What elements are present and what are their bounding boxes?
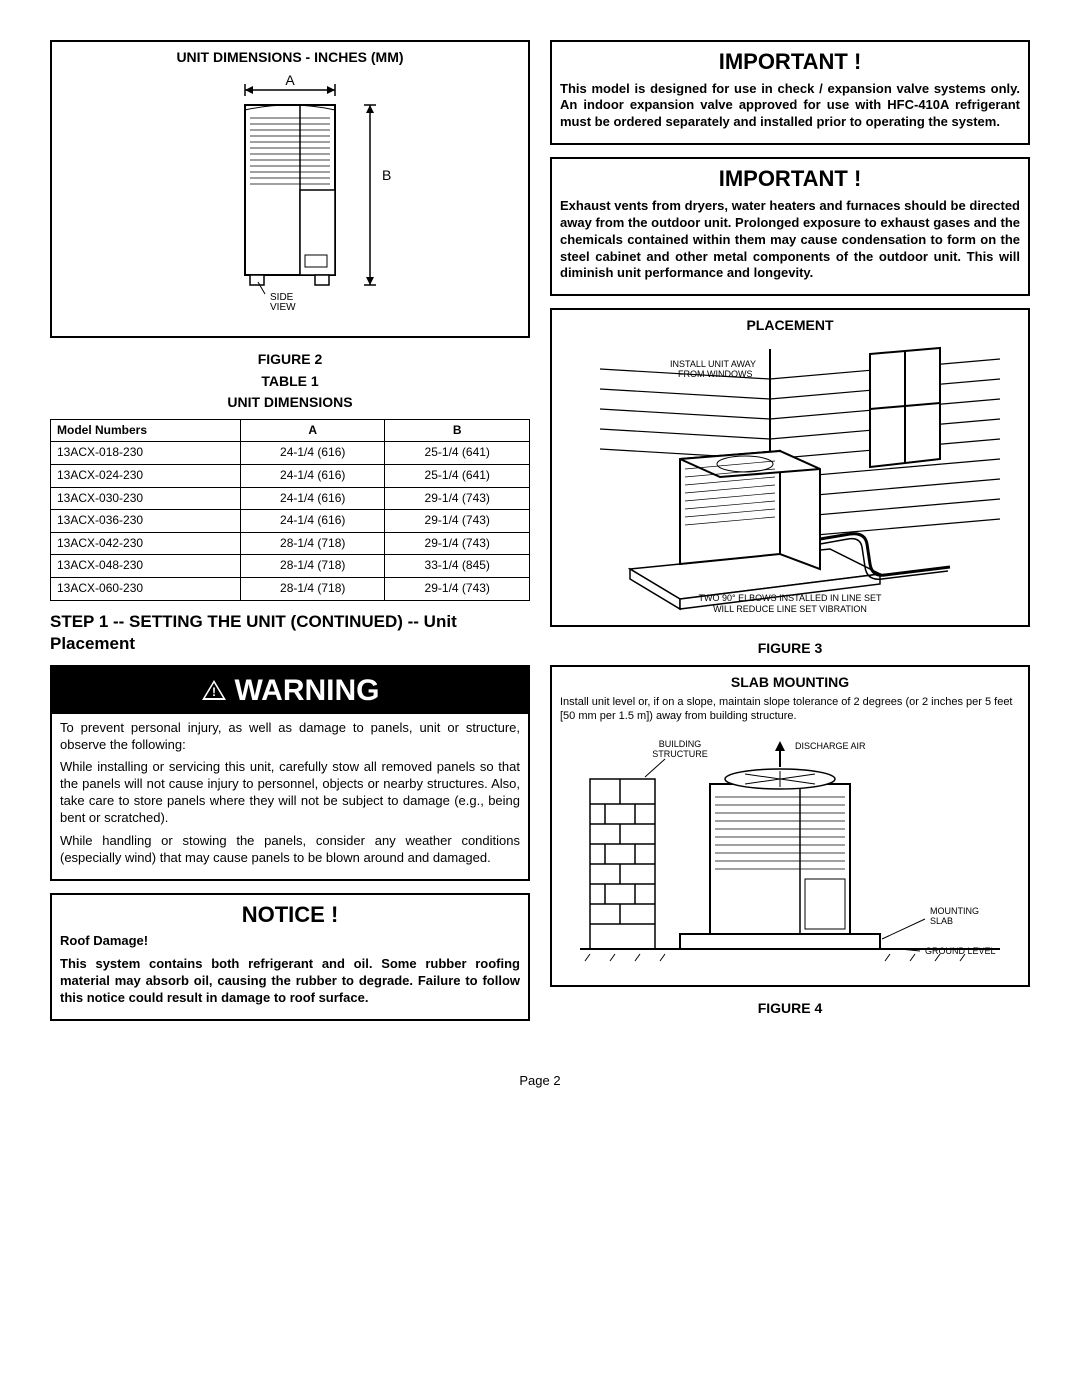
- warning-box: ! WARNING To prevent personal injury, as…: [50, 665, 530, 881]
- svg-text:TWO 90° ELBOWS INSTALLED IN LI: TWO 90° ELBOWS INSTALLED IN LINE SET: [699, 593, 882, 603]
- svg-text:BUILDING: BUILDING: [659, 739, 702, 749]
- right-column: IMPORTANT ! This model is designed for u…: [550, 40, 1030, 1033]
- table-row: 13ACX-036-23024-1/4 (616)29-1/4 (743): [51, 510, 530, 533]
- table-row: 13ACX-024-23024-1/4 (616)25-1/4 (641): [51, 464, 530, 487]
- fig2-caption: FIGURE 2: [50, 350, 530, 368]
- th-a: A: [240, 419, 385, 442]
- fig2-label-b: B: [382, 167, 391, 183]
- fig4-intro: Install unit level or, if on a slope, ma…: [560, 695, 1020, 724]
- left-column: UNIT DIMENSIONS - INCHES (MM) A: [50, 40, 530, 1033]
- notice-body: This system contains both refrigerant an…: [60, 956, 520, 1007]
- svg-text:STRUCTURE: STRUCTURE: [652, 749, 708, 759]
- fig2-title: UNIT DIMENSIONS - INCHES (MM): [60, 48, 520, 66]
- fig4-box: SLAB MOUNTING Install unit level or, if …: [550, 665, 1030, 988]
- fig2-label-a: A: [285, 72, 295, 88]
- important1-body: This model is designed for use in check …: [560, 81, 1020, 132]
- fig3-title: PLACEMENT: [560, 316, 1020, 334]
- notice-sub: Roof Damage!: [60, 933, 520, 950]
- table-header-row: Model Numbers A B: [51, 419, 530, 442]
- fig4-svg: BUILDING STRUCTURE DISCHARGE AIR MOUNTIN…: [570, 729, 1010, 979]
- fig2-box: UNIT DIMENSIONS - INCHES (MM) A: [50, 40, 530, 338]
- svg-text:INSTALL UNIT AWAY: INSTALL UNIT AWAY: [670, 359, 756, 369]
- important1-box: IMPORTANT ! This model is designed for u…: [550, 40, 1030, 145]
- table-row: 13ACX-030-23024-1/4 (616)29-1/4 (743): [51, 487, 530, 510]
- important1-label: IMPORTANT !: [560, 48, 1020, 77]
- fig4-caption: FIGURE 4: [550, 999, 1030, 1017]
- svg-text:WILL REDUCE LINE SET VIBRATION: WILL REDUCE LINE SET VIBRATION: [713, 604, 867, 614]
- warning-label: WARNING: [235, 671, 380, 710]
- table1-caption2: UNIT DIMENSIONS: [50, 393, 530, 411]
- svg-text:GROUND LEVEL: GROUND LEVEL: [925, 946, 996, 956]
- fig3-svg: INSTALL UNIT AWAY FROM WINDOWS TWO 90° E…: [570, 339, 1010, 619]
- warning-header: ! WARNING: [52, 667, 528, 714]
- svg-text:MOUNTING: MOUNTING: [930, 906, 979, 916]
- th-model: Model Numbers: [51, 419, 241, 442]
- important2-box: IMPORTANT ! Exhaust vents from dryers, w…: [550, 157, 1030, 296]
- table-row: 13ACX-042-23028-1/4 (718)29-1/4 (743): [51, 532, 530, 555]
- svg-text:FROM WINDOWS: FROM WINDOWS: [678, 369, 753, 379]
- page-number: Page 2: [50, 1073, 1030, 1090]
- table1-caption1: TABLE 1: [50, 372, 530, 390]
- table-row: 13ACX-018-23024-1/4 (616)25-1/4 (641): [51, 442, 530, 465]
- warning-p3: While handling or stowing the panels, co…: [60, 833, 520, 867]
- notice-label: NOTICE !: [60, 901, 520, 930]
- important2-body: Exhaust vents from dryers, water heaters…: [560, 198, 1020, 282]
- th-b: B: [385, 419, 530, 442]
- important2-label: IMPORTANT !: [560, 165, 1020, 194]
- fig3-box: PLACEMENT: [550, 308, 1030, 626]
- svg-text:!: !: [212, 685, 216, 699]
- notice-box: NOTICE ! Roof Damage! This system contai…: [50, 893, 530, 1021]
- step-heading: STEP 1 -- SETTING THE UNIT (CONTINUED) -…: [50, 611, 530, 655]
- fig2-svg: A: [150, 70, 430, 330]
- warning-p1: To prevent personal injury, as well as d…: [60, 720, 520, 754]
- warning-icon: !: [201, 679, 227, 701]
- table-row: 13ACX-048-23028-1/4 (718)33-1/4 (845): [51, 555, 530, 578]
- dimensions-table: Model Numbers A B 13ACX-018-23024-1/4 (6…: [50, 419, 530, 601]
- fig3-caption: FIGURE 3: [550, 639, 1030, 657]
- table-row: 13ACX-060-23028-1/4 (718)29-1/4 (743): [51, 577, 530, 600]
- fig4-title: SLAB MOUNTING: [560, 673, 1020, 691]
- warning-p2: While installing or servicing this unit,…: [60, 759, 520, 827]
- svg-text:DISCHARGE AIR: DISCHARGE AIR: [795, 741, 866, 751]
- svg-text:SLAB: SLAB: [930, 916, 953, 926]
- svg-text:VIEW: VIEW: [270, 302, 296, 313]
